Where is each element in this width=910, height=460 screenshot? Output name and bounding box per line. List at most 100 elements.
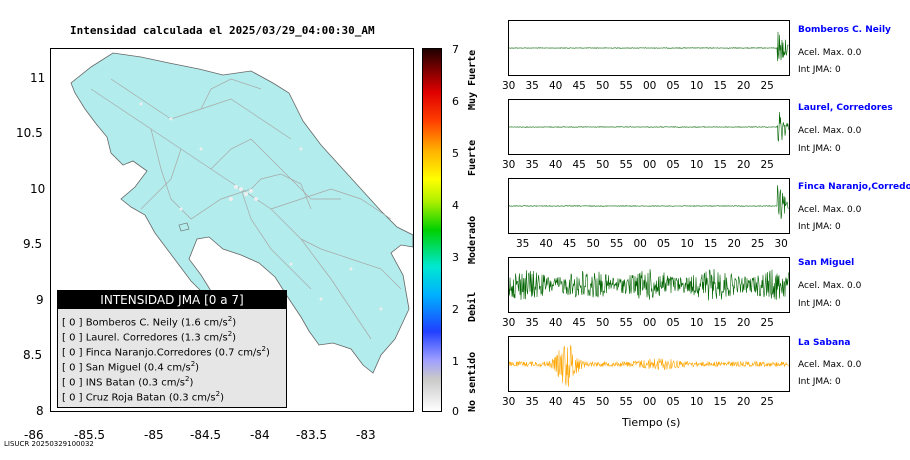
trace-tick-label: 45 — [572, 396, 586, 408]
map-x-tick: -83.5 — [296, 428, 328, 442]
trace-line — [509, 268, 789, 301]
colorbar-label: 1 — [452, 355, 459, 368]
station-acel: Acel. Max. 0.0 — [798, 281, 862, 291]
station-name: La Sabana — [798, 338, 851, 348]
road-network — [90, 78, 402, 340]
trace-line — [509, 344, 789, 387]
trace-tick-label: 10 — [690, 159, 704, 171]
legend-row: [ 0 ] INS Batan (0.3 cm/s2) — [62, 375, 194, 389]
colorbar-label: 5 — [452, 147, 459, 160]
trace-tick-label: 30 — [502, 159, 516, 171]
trace-tick-label: 05 — [666, 80, 680, 92]
station-name: Bomberos C. Neily — [798, 25, 891, 35]
trace-tick-label: 35 — [525, 159, 539, 171]
map-x-tick: -84 — [250, 428, 270, 442]
trace-tick-label: 15 — [713, 396, 727, 408]
trace-x-axis-label: Tiempo (s) — [622, 416, 681, 429]
colorbar-label: 0 — [452, 405, 459, 418]
legend-row: [ 0 ] Finca Naranjo.Corredores (0.7 cm/s… — [62, 345, 270, 359]
trace-panel — [508, 178, 790, 234]
map-y-tick: 9 — [36, 293, 44, 307]
station-int: Int JMA: 0 — [798, 65, 841, 75]
map-x-tick: -86 — [24, 428, 44, 442]
station-name: Laurel, Corredores — [798, 103, 893, 113]
map-title: Intensidad calculada el 2025/03/29_04:00… — [70, 24, 375, 37]
trace-tick-label: 55 — [619, 159, 633, 171]
island-chira — [178, 222, 190, 232]
trace-tick-label: 50 — [596, 396, 610, 408]
station-acel: Acel. Max. 0.0 — [798, 126, 862, 136]
map-x-tick: -83 — [356, 428, 376, 442]
station-acel: Acel. Max. 0.0 — [798, 48, 862, 58]
trace-tick-label: 10 — [690, 317, 704, 329]
trace-tick-label: 35 — [525, 396, 539, 408]
trace-tick-label: 40 — [549, 317, 563, 329]
legend-row: [ 0 ] San Miguel (0.4 cm/s2) — [62, 360, 200, 374]
city-dots — [139, 102, 383, 311]
trace-tick-label: 15 — [713, 159, 727, 171]
trace-tick-label: 45 — [572, 80, 586, 92]
map-x-tick: -84.5 — [190, 428, 222, 442]
trace-tick-label: 00 — [633, 238, 647, 250]
station-int: Int JMA: 0 — [798, 144, 841, 154]
trace-tick-label: 35 — [525, 80, 539, 92]
trace-tick-label: 40 — [549, 396, 563, 408]
station-name: San Miguel — [798, 258, 855, 268]
trace-waveform — [509, 344, 789, 387]
trace-tick-label: 55 — [619, 317, 633, 329]
colorbar-category: Fuerte — [467, 139, 478, 176]
trace-line — [509, 185, 789, 220]
trace-tick-label: 35 — [516, 238, 530, 250]
legend-row: [ 0 ] Laurel. Corredores (1.3 cm/s2) — [62, 330, 237, 344]
trace-panel — [508, 257, 790, 313]
trace-tick-label: 45 — [572, 317, 586, 329]
station-acel: Acel. Max. 0.0 — [798, 205, 862, 215]
trace-tick-label: 40 — [549, 80, 563, 92]
trace-tick-label: 40 — [549, 159, 563, 171]
trace-tick-label: 50 — [586, 238, 600, 250]
trace-tick-label: 05 — [657, 238, 671, 250]
colorbar-label: 4 — [452, 199, 459, 212]
trace-tick-label: 20 — [737, 396, 751, 408]
trace-tick-label: 00 — [643, 159, 657, 171]
trace-tick-label: 15 — [704, 238, 718, 250]
map-x-tick: -85.5 — [74, 428, 106, 442]
trace-tick-label: 20 — [737, 80, 751, 92]
trace-tick-label: 25 — [760, 159, 774, 171]
colorbar-category: Debil — [467, 291, 478, 322]
trace-tick-label: 20 — [737, 317, 751, 329]
colorbar-label: 2 — [452, 303, 459, 316]
map-y-tick: 8 — [36, 404, 44, 418]
trace-tick-label: 25 — [760, 317, 774, 329]
legend-row: [ 0 ] Cruz Roja Batan (0.3 cm/s2) — [62, 390, 224, 404]
trace-waveform — [509, 31, 789, 62]
trace-tick-label: 05 — [666, 396, 680, 408]
trace-tick-label: 00 — [643, 317, 657, 329]
trace-tick-label: 00 — [643, 396, 657, 408]
trace-tick-label: 25 — [751, 238, 765, 250]
station-int: Int JMA: 0 — [798, 222, 841, 232]
trace-tick-label: 00 — [643, 80, 657, 92]
trace-tick-label: 05 — [666, 159, 680, 171]
station-int: Int JMA: 0 — [798, 299, 841, 309]
costa-rica-map — [70, 52, 413, 374]
intensity-colorbar — [422, 48, 442, 412]
trace-waveform — [509, 268, 789, 301]
legend-title: INTENSIDAD JMA [0 a 7] — [58, 291, 286, 309]
map-x-tick: -85 — [144, 428, 164, 442]
trace-tick-label: 30 — [502, 317, 516, 329]
trace-tick-label: 10 — [690, 80, 704, 92]
intensity-legend: INTENSIDAD JMA [0 a 7] [ 0 ] Bomberos C.… — [57, 290, 287, 408]
trace-tick-label: 35 — [525, 317, 539, 329]
trace-tick-label: 30 — [502, 396, 516, 408]
trace-panel — [508, 336, 790, 392]
trace-tick-label: 50 — [596, 80, 610, 92]
map-y-tick: 10.5 — [16, 126, 43, 140]
legend-list: [ 0 ] Bomberos C. Neily (1.6 cm/s2) [ 0 … — [58, 309, 286, 404]
trace-tick-label: 50 — [596, 317, 610, 329]
map-y-tick: 9.5 — [23, 237, 43, 251]
trace-tick-label: 45 — [572, 159, 586, 171]
colorbar-label: 7 — [452, 43, 459, 56]
map-y-tick: 11 — [30, 71, 46, 85]
trace-tick-label: 15 — [713, 317, 727, 329]
